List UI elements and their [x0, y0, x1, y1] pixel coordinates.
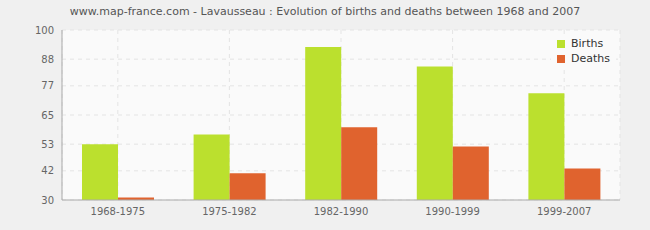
svg-text:1990-1999: 1990-1999	[425, 206, 480, 217]
svg-text:42: 42	[41, 165, 54, 176]
svg-text:1982-1990: 1982-1990	[314, 206, 369, 217]
svg-text:1999-2007: 1999-2007	[537, 206, 592, 217]
svg-text:77: 77	[41, 80, 54, 91]
svg-text:30: 30	[41, 195, 54, 206]
svg-text:1968-1975: 1968-1975	[91, 206, 146, 217]
svg-text:88: 88	[41, 54, 54, 65]
svg-text:65: 65	[41, 110, 54, 121]
svg-text:53: 53	[41, 139, 54, 150]
svg-text:1975-1982: 1975-1982	[202, 206, 257, 217]
html-text:Births: Births	[571, 37, 604, 50]
html-text:www.map-france.com - Lavaussea: www.map-france.com - Lavausseau : Evolut…	[69, 5, 581, 18]
svg-text:100: 100	[35, 25, 54, 36]
html-text:Deaths: Deaths	[571, 52, 610, 65]
